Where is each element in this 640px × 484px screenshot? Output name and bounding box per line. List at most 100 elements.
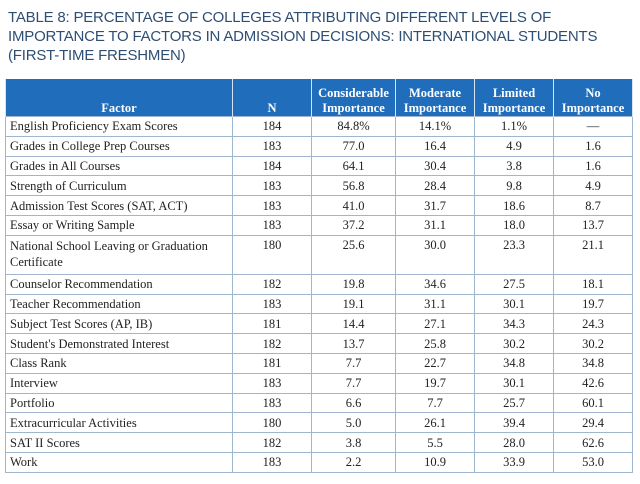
- no-cell: 42.6: [553, 372, 633, 394]
- no-cell: 53.0: [553, 451, 633, 473]
- moderate-cell: 28.4: [395, 175, 475, 197]
- n-cell: 182: [232, 432, 312, 453]
- n-cell: 183: [232, 392, 312, 414]
- moderate-cell: 7.7: [395, 392, 475, 414]
- no-cell: 8.7: [553, 195, 633, 216]
- no-cell: 19.7: [553, 293, 633, 315]
- table-row: National School Leaving or Graduation Ce…: [5, 234, 633, 275]
- header-limited: Limited Importance: [474, 79, 554, 117]
- factor-cell: Class Rank: [5, 352, 233, 374]
- factor-cell: Student's Demonstrated Interest: [5, 333, 233, 354]
- limited-cell: 27.5: [474, 273, 554, 295]
- table-row: Strength of Curriculum 183 56.8 28.4 9.8…: [5, 175, 633, 197]
- limited-cell: 4.9: [474, 135, 554, 157]
- considerable-cell: 37.2: [311, 214, 396, 236]
- n-cell: 183: [232, 451, 312, 473]
- limited-cell: 30.1: [474, 293, 554, 315]
- header-moderate-line2: Importance: [403, 101, 467, 115]
- factor-cell: Subject Test Scores (AP, IB): [5, 313, 233, 335]
- limited-cell: 3.8: [474, 155, 554, 177]
- table-container: Factor N Considerable Importance Moderat…: [5, 79, 633, 473]
- no-cell: 29.4: [553, 412, 633, 434]
- n-cell: 183: [232, 175, 312, 197]
- considerable-cell: 64.1: [311, 155, 396, 177]
- factor-cell: Essay or Writing Sample: [5, 214, 233, 236]
- header-considerable-line2: Importance: [322, 101, 385, 115]
- considerable-cell: 19.8: [311, 273, 396, 295]
- header-moderate: Moderate Importance: [395, 79, 475, 117]
- header-no-line2: Importance: [561, 101, 625, 115]
- limited-cell: 9.8: [474, 175, 554, 197]
- no-cell: —: [553, 116, 633, 137]
- moderate-cell: 22.7: [395, 352, 475, 374]
- considerable-cell: 6.6: [311, 392, 396, 414]
- factor-cell: Grades in All Courses: [5, 155, 233, 177]
- moderate-cell: 16.4: [395, 135, 475, 157]
- moderate-cell: 34.6: [395, 273, 475, 295]
- moderate-cell: 30.0: [395, 234, 475, 275]
- considerable-cell: 7.7: [311, 352, 396, 374]
- no-cell: 30.2: [553, 333, 633, 354]
- table-row: Grades in All Courses 184 64.1 30.4 3.8 …: [5, 155, 633, 177]
- header-considerable-line1: Considerable: [318, 86, 389, 100]
- factor-cell: Teacher Recommendation: [5, 293, 233, 315]
- factor-cell: Counselor Recommendation: [5, 273, 233, 295]
- considerable-cell: 7.7: [311, 372, 396, 394]
- table-row: Interview 183 7.7 19.7 30.1 42.6: [5, 372, 633, 394]
- header-row: Factor N Considerable Importance Moderat…: [5, 79, 633, 117]
- n-cell: 181: [232, 313, 312, 335]
- no-cell: 62.6: [553, 432, 633, 453]
- no-cell: 21.1: [553, 234, 633, 275]
- considerable-cell: 77.0: [311, 135, 396, 157]
- factor-cell: Grades in College Prep Courses: [5, 135, 233, 157]
- title-line-3: (FIRST-TIME FRESHMEN): [8, 47, 186, 64]
- table-row: SAT II Scores 182 3.8 5.5 28.0 62.6: [5, 432, 633, 453]
- factor-cell: Extracurricular Activities: [5, 412, 233, 434]
- n-cell: 182: [232, 333, 312, 354]
- header-n: N: [232, 79, 312, 117]
- considerable-cell: 2.2: [311, 451, 396, 473]
- limited-cell: 30.2: [474, 333, 554, 354]
- n-cell: 184: [232, 155, 312, 177]
- no-cell: 4.9: [553, 175, 633, 197]
- table-row: Class Rank 181 7.7 22.7 34.8 34.8: [5, 352, 633, 374]
- table-row: Counselor Recommendation 182 19.8 34.6 2…: [5, 273, 633, 295]
- table-row: Subject Test Scores (AP, IB) 181 14.4 27…: [5, 313, 633, 335]
- table-row: Student's Demonstrated Interest 182 13.7…: [5, 333, 633, 354]
- moderate-cell: 31.1: [395, 293, 475, 315]
- considerable-cell: 3.8: [311, 432, 396, 453]
- considerable-cell: 84.8%: [311, 116, 396, 137]
- factor-cell: Strength of Curriculum: [5, 175, 233, 197]
- table-row: Teacher Recommendation 183 19.1 31.1 30.…: [5, 293, 633, 315]
- moderate-cell: 25.8: [395, 333, 475, 354]
- limited-cell: 34.8: [474, 352, 554, 374]
- limited-cell: 28.0: [474, 432, 554, 453]
- table-row: Grades in College Prep Courses 183 77.0 …: [5, 135, 633, 157]
- no-cell: 60.1: [553, 392, 633, 414]
- no-cell: 13.7: [553, 214, 633, 236]
- limited-cell: 18.0: [474, 214, 554, 236]
- no-cell: 1.6: [553, 135, 633, 157]
- factor-cell: Interview: [5, 372, 233, 394]
- considerable-cell: 13.7: [311, 333, 396, 354]
- n-cell: 183: [232, 293, 312, 315]
- title-line-2: IMPORTANCE TO FACTORS IN ADMISSION DECIS…: [8, 28, 598, 45]
- moderate-cell: 27.1: [395, 313, 475, 335]
- n-cell: 183: [232, 372, 312, 394]
- table-row: Portfolio 183 6.6 7.7 25.7 60.1: [5, 392, 633, 414]
- header-factor-label: Factor: [101, 101, 137, 115]
- header-limited-line2: Importance: [482, 101, 546, 115]
- moderate-cell: 14.1%: [395, 116, 475, 137]
- moderate-cell: 31.1: [395, 214, 475, 236]
- n-cell: 181: [232, 352, 312, 374]
- table-row: Extracurricular Activities 180 5.0 26.1 …: [5, 412, 633, 434]
- n-cell: 184: [232, 116, 312, 137]
- moderate-cell: 19.7: [395, 372, 475, 394]
- considerable-cell: 41.0: [311, 195, 396, 216]
- no-cell: 18.1: [553, 273, 633, 295]
- table-row: Admission Test Scores (SAT, ACT) 183 41.…: [5, 195, 633, 216]
- factor-cell: Portfolio: [5, 392, 233, 414]
- factor-cell: English Proficiency Exam Scores: [5, 116, 233, 137]
- considerable-cell: 25.6: [311, 234, 396, 275]
- moderate-cell: 26.1: [395, 412, 475, 434]
